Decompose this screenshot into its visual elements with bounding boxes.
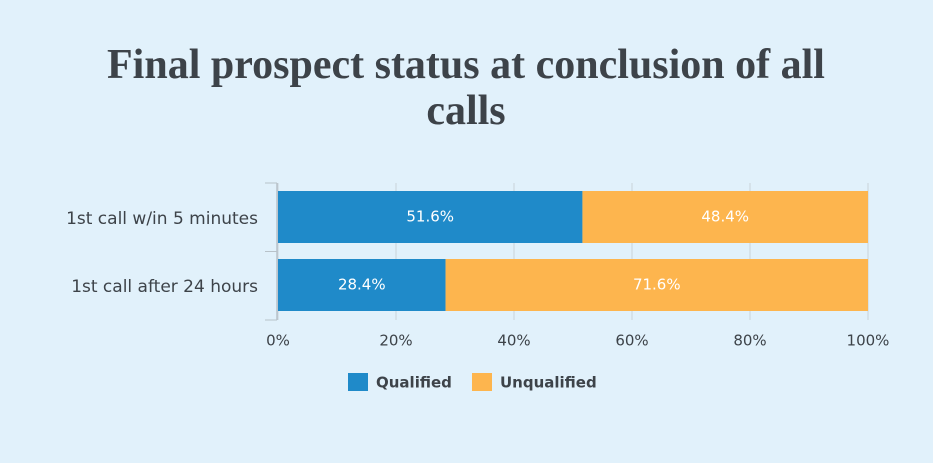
legend-swatch	[348, 373, 368, 391]
chart-title: Final prospect status at conclusion of a…	[107, 42, 825, 134]
legend-label: Qualified	[376, 374, 452, 392]
value-label: 51.6%	[406, 208, 454, 226]
x-tick-label: 0%	[266, 332, 290, 350]
x-tick-label: 20%	[379, 332, 412, 350]
legend-label: Unqualified	[500, 374, 597, 392]
value-label: 28.4%	[338, 276, 386, 294]
x-tick-label: 60%	[615, 332, 648, 350]
x-tick-label: 100%	[847, 332, 890, 350]
x-tick-label: 80%	[733, 332, 766, 350]
value-label: 48.4%	[701, 208, 749, 226]
bar-segment	[582, 191, 868, 243]
bar-segment	[278, 259, 446, 311]
bar-segment	[278, 191, 583, 243]
value-label: 71.6%	[633, 276, 681, 294]
x-tick-label: 40%	[497, 332, 530, 350]
y-tick-label: 1st call w/in 5 minutes	[66, 209, 258, 229]
legend-swatch	[472, 373, 492, 391]
bar-segment	[445, 259, 868, 311]
y-tick-label: 1st call after 24 hours	[71, 277, 258, 297]
